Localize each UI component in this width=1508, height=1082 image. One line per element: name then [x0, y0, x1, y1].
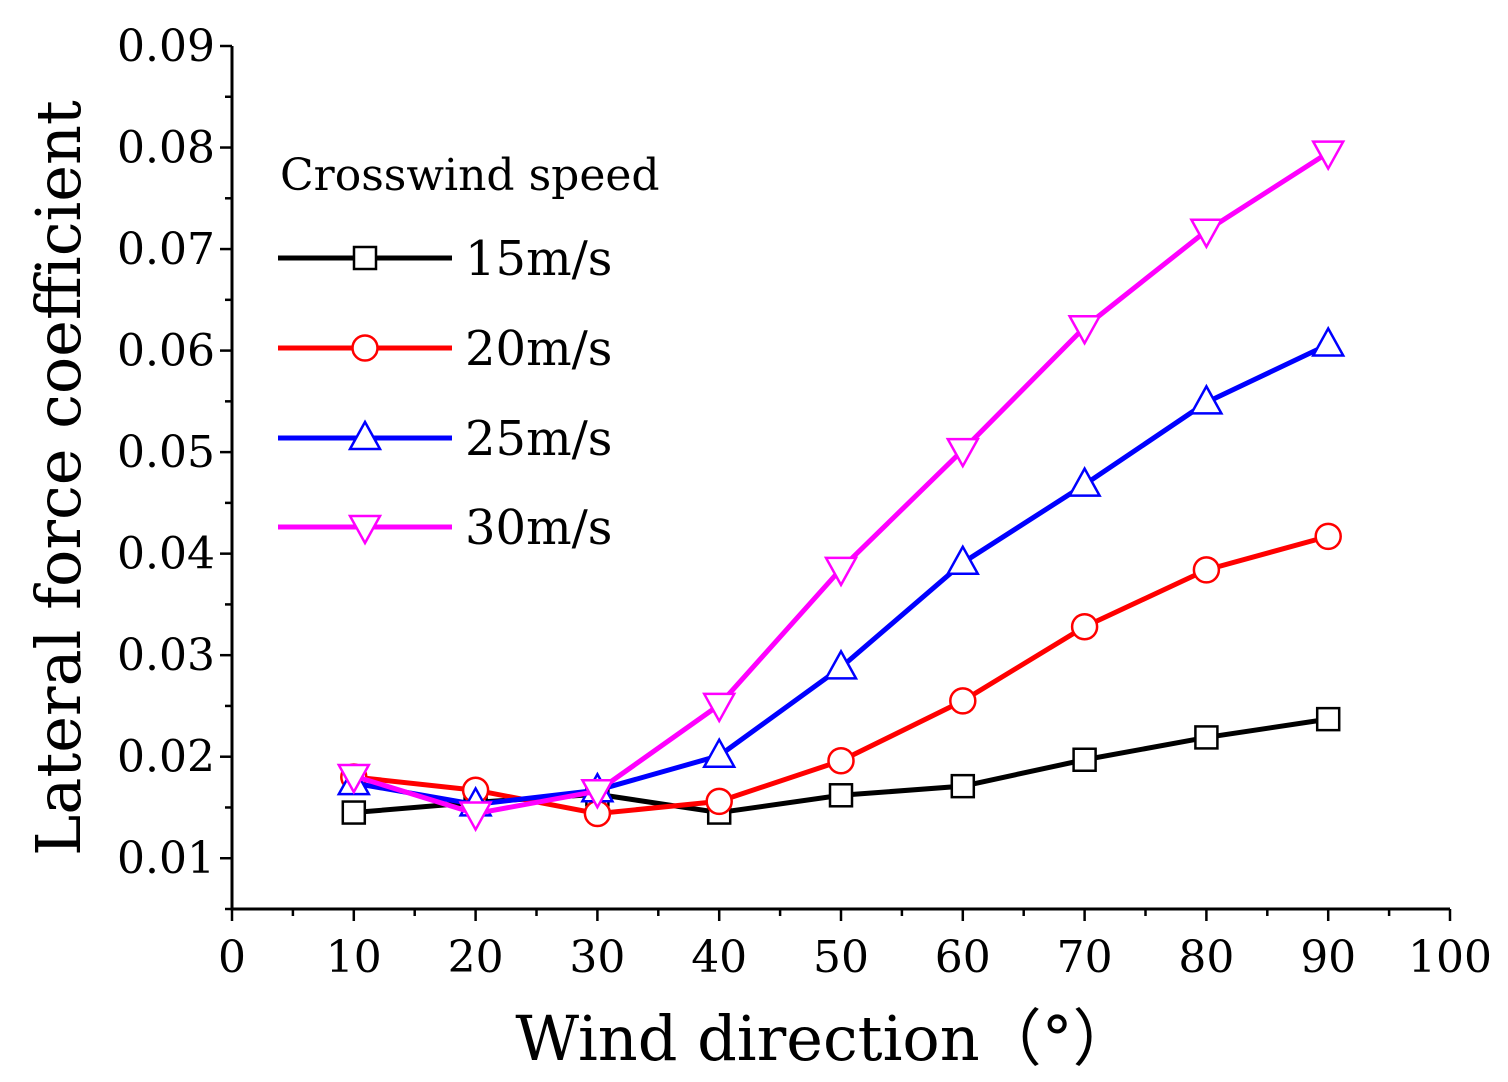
data-point-25m-s — [945, 544, 980, 576]
legend-swatch-marker — [351, 334, 379, 362]
x-tick-label: 80 — [1178, 932, 1234, 983]
data-point-20m-s — [1070, 612, 1099, 641]
data-point-30m-s — [945, 437, 980, 469]
legend-swatch-marker — [347, 514, 383, 546]
axes: 0 10 20 30 40 50 60 70 80 90 100 0.01 0.02 0.03 0.04 0.… — [117, 21, 1492, 983]
y-tick-label: 0.02 — [117, 732, 215, 783]
data-point-15m-s — [1194, 725, 1219, 750]
data-point-20m-s — [949, 687, 977, 715]
data-point-30m-s — [458, 801, 493, 833]
legend-label: 30m/s — [465, 500, 612, 556]
y-tick-label: 0.06 — [117, 326, 215, 377]
y-tick-label: 0.07 — [117, 224, 215, 275]
legend-swatch-marker — [352, 245, 378, 271]
data-point-15m-s — [341, 800, 367, 825]
data-point-20m-s — [705, 787, 733, 816]
x-tick-label: 60 — [935, 932, 991, 983]
legend-title: Crosswind speed — [280, 150, 660, 201]
data-point-25m-s — [702, 737, 737, 768]
y-axis-title: Lateral force coefficient — [22, 100, 95, 856]
series-lines — [336, 140, 1346, 833]
legend-swatch-marker — [347, 419, 383, 451]
data-point-15m-s — [1072, 747, 1097, 773]
data-point-25m-s — [823, 648, 859, 680]
legend-item-20m-s: 20m/s — [278, 321, 612, 377]
x-tick-label: 50 — [813, 932, 869, 983]
y-tick-label: 0.01 — [117, 833, 215, 884]
legend-item-15m-s: 15m/s — [278, 231, 612, 287]
data-point-15m-s — [1315, 706, 1341, 732]
x-tick-label: 70 — [1057, 932, 1113, 983]
x-tick-label: 30 — [569, 932, 625, 983]
data-point-30m-s — [1067, 314, 1102, 346]
data-point-30m-s — [702, 692, 737, 724]
data-point-15m-s — [950, 773, 976, 799]
data-point-30m-s — [1189, 218, 1224, 250]
x-tick-label: 10 — [326, 932, 382, 983]
data-point-20m-s — [1314, 522, 1342, 551]
y-tick-label: 0.08 — [117, 123, 215, 174]
y-tick-label: 0.04 — [117, 529, 215, 580]
y-tick-label: 0.09 — [117, 21, 215, 72]
legend-label: 15m/s — [465, 231, 612, 287]
legend-item-30m-s: 30m/s — [278, 500, 612, 556]
x-tick-label: 0 — [218, 932, 246, 983]
y-tick-label: 0.05 — [117, 427, 215, 478]
x-tick-label: 20 — [448, 932, 504, 983]
data-point-25m-s — [1067, 466, 1102, 497]
x-axis-title: Wind direction（°） — [515, 1002, 1134, 1075]
x-tick-label: 100 — [1408, 932, 1492, 983]
legend-item-25m-s: 25m/s — [278, 411, 612, 467]
x-tick-label: 90 — [1300, 932, 1356, 983]
data-point-30m-s — [336, 763, 371, 795]
data-point-25m-s — [1311, 325, 1346, 357]
legend-label: 20m/s — [465, 321, 612, 377]
data-point-20m-s — [827, 747, 855, 775]
data-point-30m-s — [580, 778, 615, 810]
data-point-15m-s — [828, 783, 854, 808]
x-tick-label: 40 — [691, 932, 747, 983]
legend: Crosswind speed 15m/s 20m/s 25m/s 30m/s — [278, 150, 660, 556]
data-point-20m-s — [1192, 556, 1221, 584]
legend-label: 25m/s — [465, 411, 612, 467]
data-point-30m-s — [823, 556, 859, 588]
series-30m-s — [336, 140, 1346, 833]
data-point-30m-s — [1311, 140, 1346, 172]
data-point-25m-s — [1189, 383, 1224, 415]
y-tick-label: 0.03 — [117, 630, 215, 681]
